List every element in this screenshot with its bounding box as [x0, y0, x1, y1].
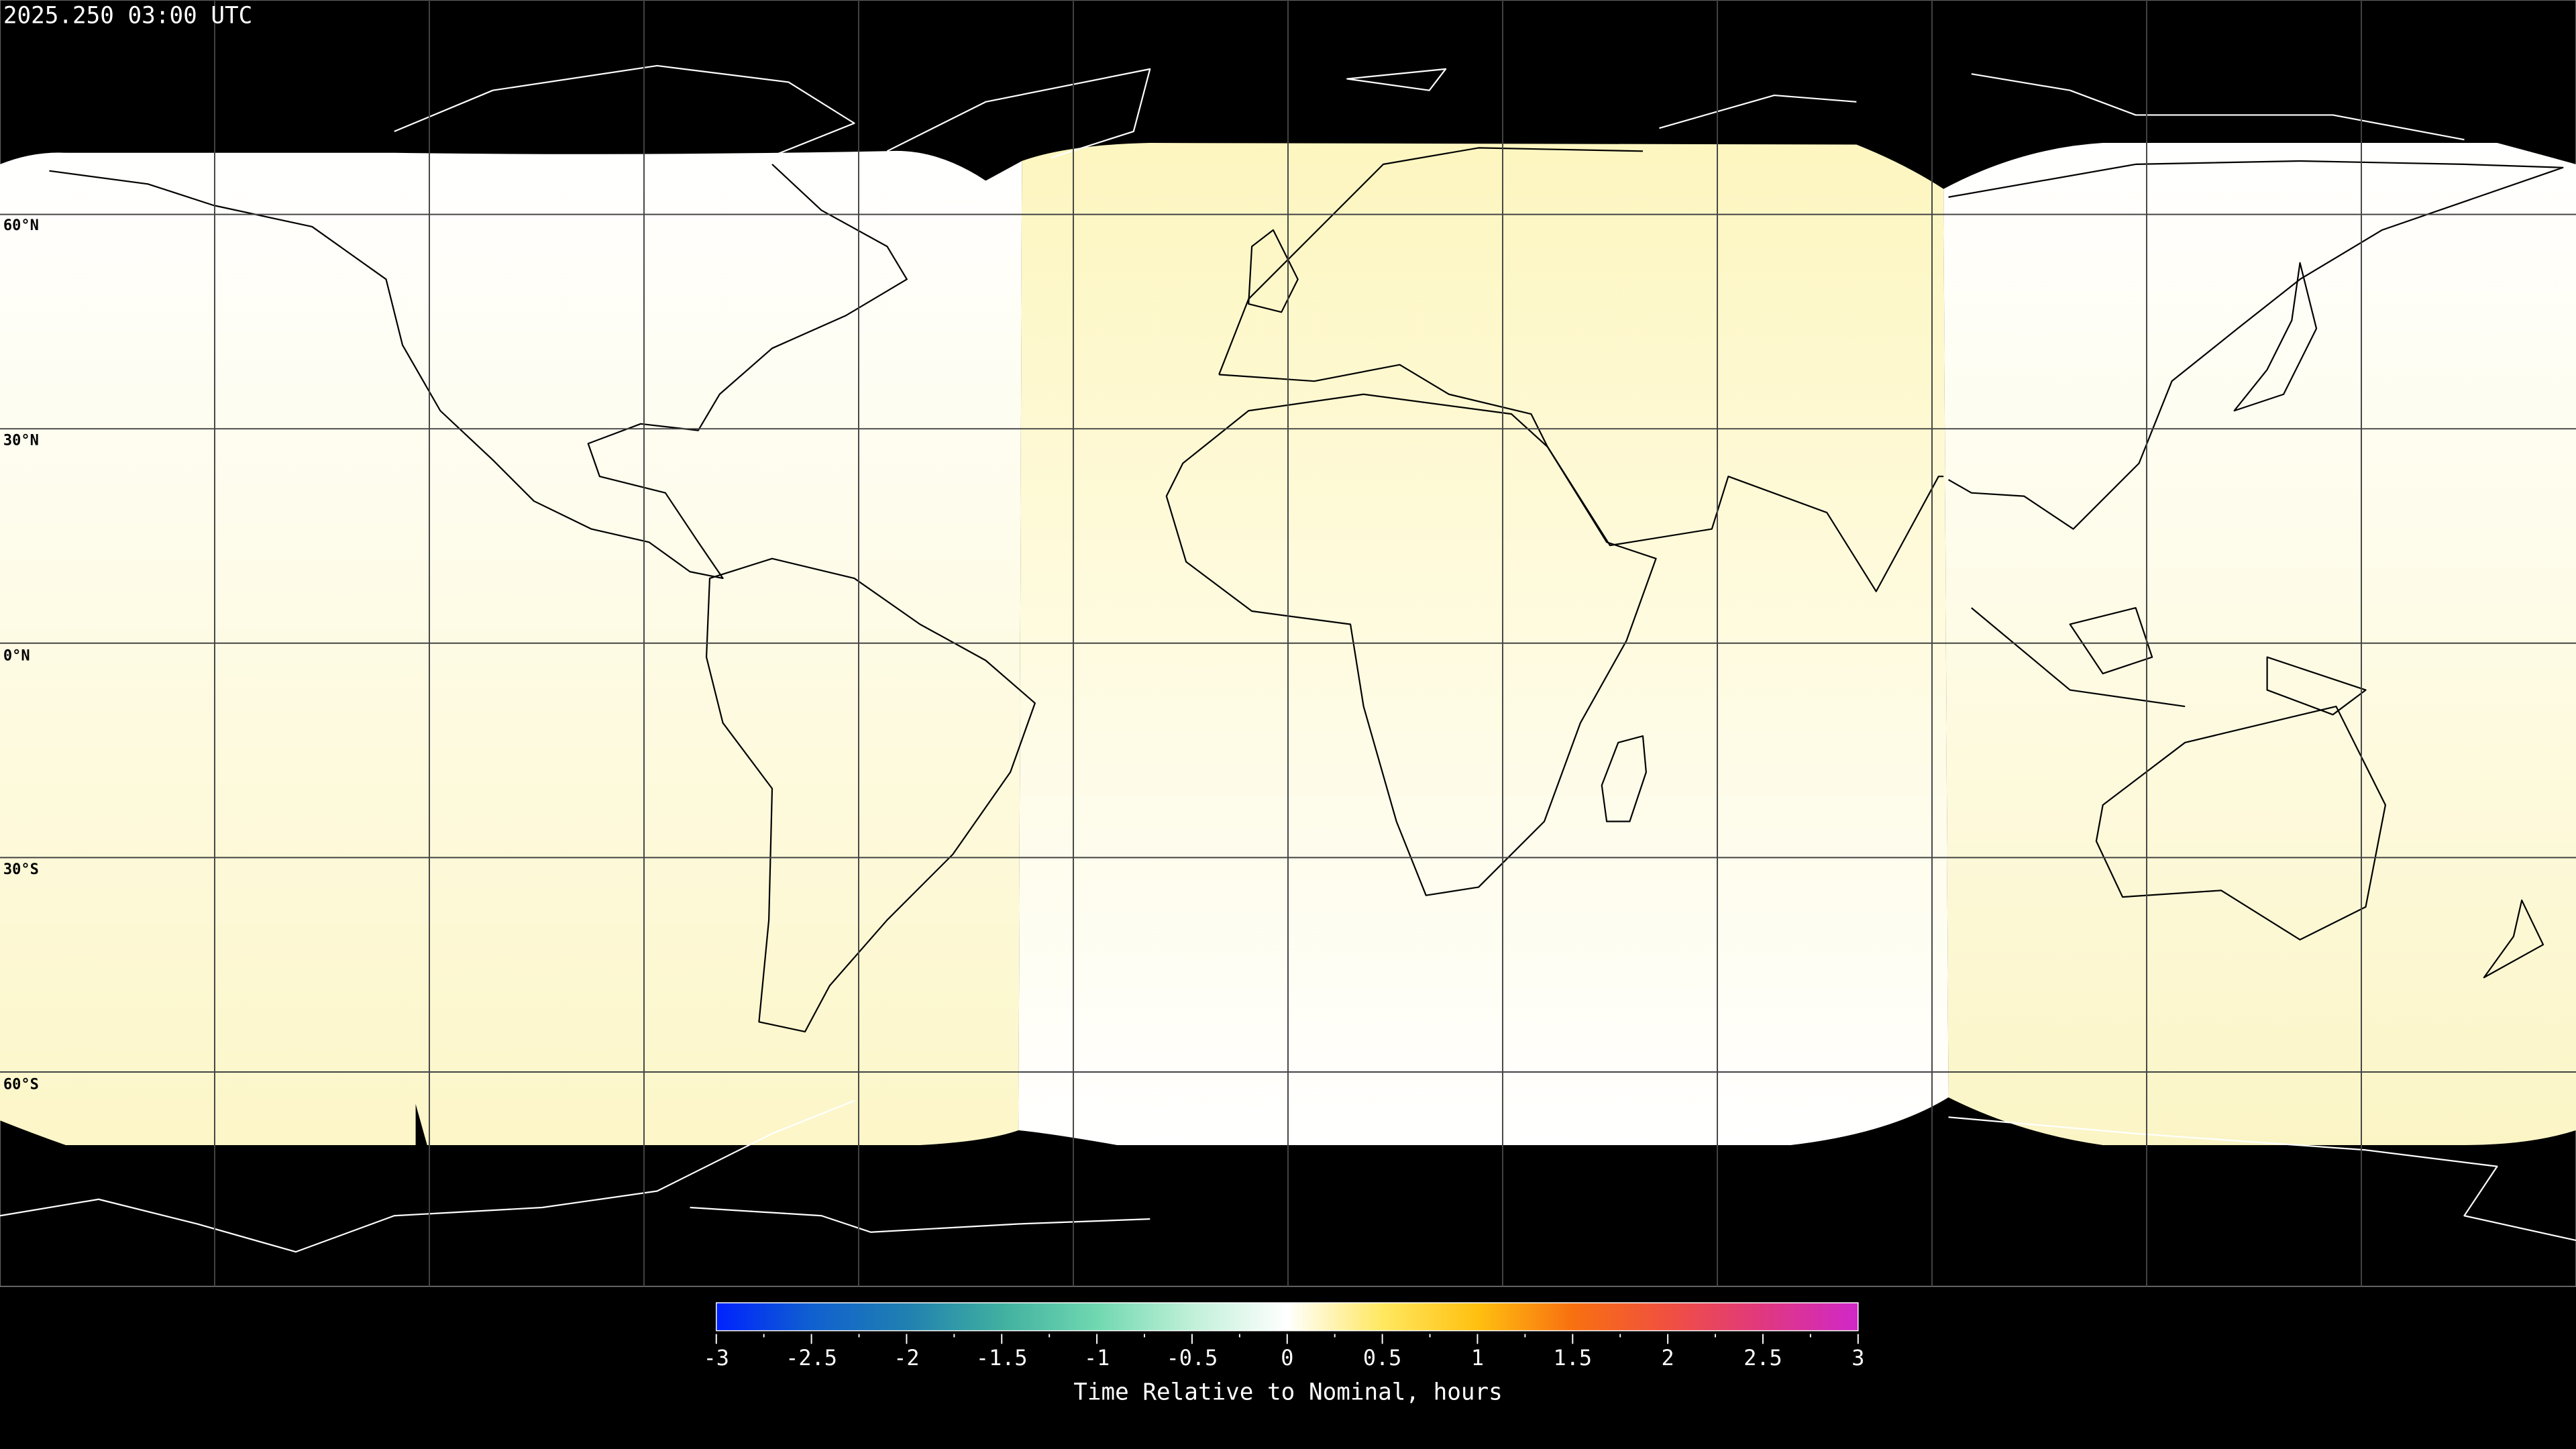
coast-eurasia — [1218, 147, 2564, 592]
colorbar-tick-label: 2 — [1662, 1345, 1674, 1371]
colorbar-gradient — [716, 1302, 1859, 1332]
colorbar-tick-label: -1 — [1084, 1345, 1110, 1371]
lat-label-30s: 30°S — [3, 861, 39, 878]
colorbar-ticks: -3 -2.5 -2 -1.5 -1 -0.5 0 0.5 1 1.5 2 2.5 3 — [704, 1334, 1864, 1371]
lat-label-0n: 0°N — [3, 647, 30, 664]
timestamp-title: 2025.250 03:00 UTC — [3, 2, 252, 29]
coast-madagascar — [1601, 735, 1647, 822]
lat-label-60s: 60°S — [3, 1077, 39, 1093]
colorbar-tick-label: 2.5 — [1743, 1345, 1782, 1371]
latitude-labels: 60°N 30°N 0°N 30°S 60°S — [3, 217, 39, 1093]
colorbar-tick-label: 0 — [1281, 1345, 1293, 1371]
coast-australia — [2095, 705, 2387, 941]
coast-uk — [1248, 229, 1299, 313]
graticule — [0, 0, 2576, 1287]
coastlines — [0, 64, 2576, 1253]
coast-north-america — [49, 164, 908, 580]
colorbar-tick-label: -0.5 — [1167, 1345, 1218, 1371]
coast-japan — [2233, 262, 2318, 412]
coast-arctic-islands — [394, 64, 2465, 157]
coast-greenland — [886, 68, 1151, 207]
swath-west — [0, 150, 1022, 1145]
lat-label-30n: 30°N — [3, 433, 39, 449]
colorbar-tick-label: -3 — [704, 1345, 729, 1371]
colorbar-tick-label: -2.5 — [786, 1345, 837, 1371]
colorbar-tick-label: 3 — [1851, 1345, 1864, 1371]
coast-new-zealand — [2483, 899, 2544, 979]
colorbar-tick-label: -1.5 — [976, 1345, 1028, 1371]
coast-antarctica — [0, 1099, 2576, 1253]
coast-africa — [1165, 393, 1657, 896]
colorbar: -3 -2.5 -2 -1.5 -1 -0.5 0 0.5 1 1.5 2 2.5 3 Time Rel… — [704, 1302, 1864, 1406]
data-swaths — [0, 143, 2576, 1145]
colorbar-tick-label: 1 — [1471, 1345, 1484, 1371]
colorbar-tick-label: -2 — [894, 1345, 919, 1371]
coast-south-america — [705, 557, 1036, 1033]
colorbar-tick-label: 0.5 — [1363, 1345, 1402, 1371]
colorbar-tick-label: 1.5 — [1554, 1345, 1593, 1371]
lat-label-60n: 60°N — [3, 217, 39, 234]
swath-east — [1943, 143, 2576, 1145]
swath-central — [1018, 143, 1949, 1145]
colorbar-label: Time Relative to Nominal, hours — [1073, 1379, 1503, 1406]
